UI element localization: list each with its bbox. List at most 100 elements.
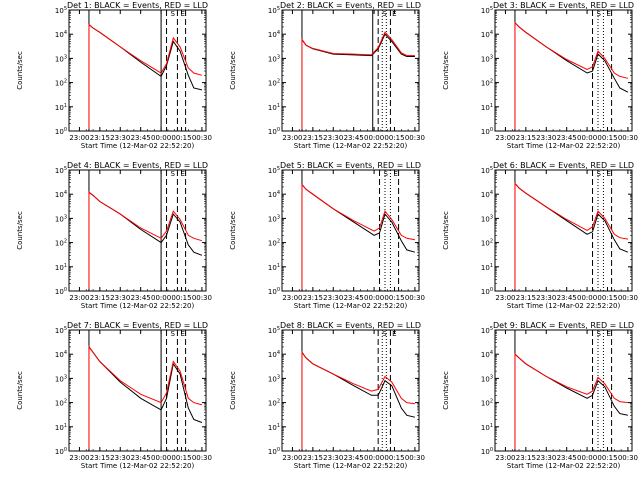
panel-title: Det 8: BLACK = Events, RED = LLD	[280, 321, 421, 330]
y-tick-label: 102	[55, 79, 67, 88]
panel-title: Det 3: BLACK = Events, RED = LLD	[493, 1, 634, 10]
y-tick-label: 105	[55, 326, 67, 335]
y-axis-label: Counts/sec	[16, 51, 24, 90]
x-tick-label: 23:00	[495, 454, 515, 462]
y-tick-label: 101	[268, 103, 280, 112]
x-tick-label: 00:30	[192, 294, 212, 302]
x-tick-label: 00:15	[171, 134, 191, 142]
plot-frame	[281, 169, 420, 292]
x-tick-label: 23:15	[516, 454, 536, 462]
x-tick-label: 23:00	[69, 294, 89, 302]
y-tick-label: 103	[55, 54, 67, 63]
series-line-red	[301, 350, 415, 449]
x-tick-label: 00:00	[151, 134, 171, 142]
x-tick-label: 23:45	[131, 134, 151, 142]
x-tick-label: 23:45	[344, 134, 364, 142]
y-tick-label: 104	[268, 350, 280, 359]
y-tick-label: 104	[268, 190, 280, 199]
x-tick-label: 00:30	[405, 134, 425, 142]
panel-title: Det 5: BLACK = Events, RED = LLD	[280, 161, 421, 170]
x-tick-label: 23:45	[344, 294, 364, 302]
x-tick-label: 23:15	[90, 454, 110, 462]
annotation-start: S	[597, 10, 602, 18]
series-line-black	[88, 345, 203, 449]
series-line-red	[88, 191, 203, 289]
series-line-black	[514, 353, 629, 449]
x-tick-label: 00:30	[405, 454, 425, 462]
annotation-start: S	[171, 330, 176, 338]
series-line-black	[88, 23, 203, 129]
x-tick-label: 23:00	[495, 134, 515, 142]
y-tick-label: 103	[268, 214, 280, 223]
y-tick-label: 100	[268, 127, 280, 136]
panel-det-8: Det 8: BLACK = Events, RED = LLDSE100101…	[229, 321, 425, 470]
x-tick-label: 23:00	[69, 454, 89, 462]
plot-frame	[494, 169, 633, 292]
x-tick-label: 00:00	[577, 134, 597, 142]
x-tick-label: 00:15	[597, 134, 617, 142]
x-tick-label: 00:30	[618, 454, 638, 462]
y-tick-label: 102	[268, 239, 280, 248]
y-tick-label: 105	[481, 326, 493, 335]
x-tick-label: 23:30	[323, 454, 343, 462]
x-tick-label: 00:15	[597, 454, 617, 462]
y-tick-label: 103	[481, 54, 493, 63]
series-line-red	[88, 345, 203, 449]
y-tick-label: 105	[268, 326, 280, 335]
x-tick-label: 23:15	[90, 134, 110, 142]
panel-title: Det 1: BLACK = Events, RED = LLD	[67, 1, 208, 10]
annotation-start: S	[597, 330, 602, 338]
y-tick-label: 104	[481, 350, 493, 359]
y-tick-label: 105	[268, 166, 280, 175]
annotation-start: S	[597, 170, 602, 178]
x-tick-label: 00:00	[151, 294, 171, 302]
x-tick-label: 00:00	[577, 294, 597, 302]
y-tick-label: 101	[268, 423, 280, 432]
x-tick-label: 00:30	[192, 454, 212, 462]
y-tick-label: 101	[268, 263, 280, 272]
series-line-red	[514, 21, 629, 129]
panel-title: Det 7: BLACK = Events, RED = LLD	[67, 321, 208, 330]
x-tick-label: 23:15	[516, 134, 536, 142]
annotation-start: S	[171, 170, 176, 178]
y-tick-label: 101	[55, 263, 67, 272]
y-tick-label: 101	[481, 103, 493, 112]
x-tick-label: 23:30	[110, 454, 130, 462]
x-axis-label: Start Time (12-Mar-02 22:52:20)	[294, 142, 408, 150]
y-tick-label: 100	[481, 447, 493, 456]
y-tick-label: 101	[481, 263, 493, 272]
panel-title: Det 9: BLACK = Events, RED = LLD	[493, 321, 634, 330]
x-tick-label: 00:00	[364, 454, 384, 462]
series-line-red	[514, 353, 628, 449]
annotation-start: S	[384, 170, 389, 178]
x-axis-label: Start Time (12-Mar-02 22:52:20)	[294, 462, 408, 470]
x-tick-label: 23:00	[282, 454, 302, 462]
x-tick-label: 00:15	[171, 294, 191, 302]
plot-frame	[68, 9, 207, 132]
series-line-black	[514, 182, 629, 289]
plot-frame	[494, 9, 633, 132]
x-axis-label: Start Time (12-Mar-02 22:52:20)	[81, 462, 195, 470]
x-tick-label: 00:15	[384, 294, 404, 302]
y-axis-label: Counts/sec	[229, 371, 237, 410]
x-tick-label: 23:00	[282, 294, 302, 302]
y-axis-label: Counts/sec	[16, 211, 24, 250]
y-tick-label: 105	[55, 166, 67, 175]
y-tick-label: 103	[268, 374, 280, 383]
y-tick-label: 100	[55, 447, 67, 456]
y-axis-label: Counts/sec	[442, 371, 450, 410]
y-axis-label: Counts/sec	[16, 371, 24, 410]
panel-det-2: Det 2: BLACK = Events, RED = LLDSE100101…	[229, 1, 425, 150]
series-line-black	[301, 183, 416, 289]
annotation-end: E	[181, 330, 185, 338]
y-tick-label: 102	[55, 399, 67, 408]
y-tick-label: 105	[481, 166, 493, 175]
y-tick-label: 104	[268, 30, 280, 39]
x-axis-label: Start Time (12-Mar-02 22:52:20)	[507, 142, 621, 150]
x-tick-label: 23:30	[323, 294, 343, 302]
series-line-black	[514, 21, 629, 129]
y-tick-label: 103	[268, 54, 280, 63]
plot-frame	[281, 329, 420, 452]
